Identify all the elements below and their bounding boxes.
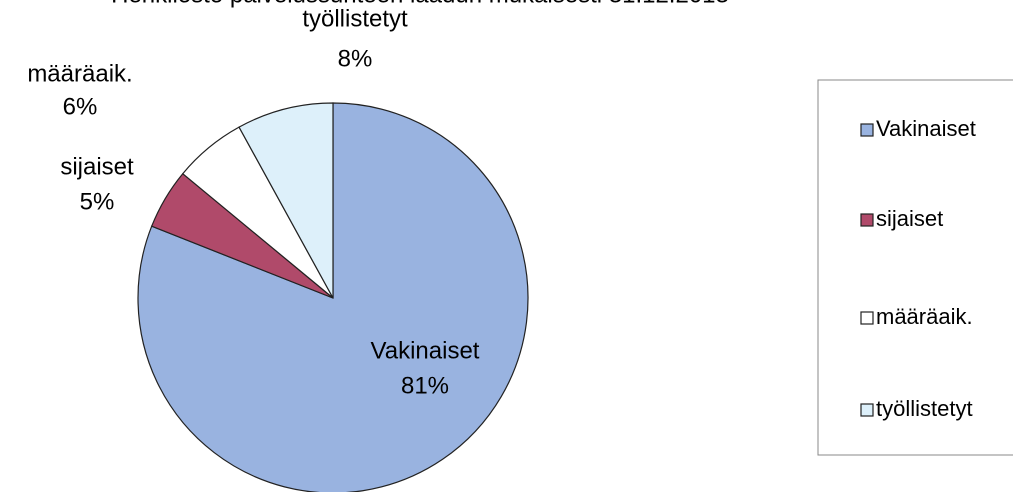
chart-title: Henkilöstö palvelussuhteen laadun mukais… (111, 0, 729, 8)
legend-label: Vakinaiset (876, 116, 976, 141)
pie (137, 102, 529, 492)
slice-value-label: 81% (401, 372, 449, 399)
slice-label: sijaiset (60, 153, 134, 180)
legend-swatch (860, 213, 874, 227)
legend: Vakinaiset sijaiset määräaik. työllistetyt (860, 116, 976, 421)
pie-slice (238, 102, 334, 299)
legend-swatch (860, 123, 874, 137)
legend-swatch (860, 311, 874, 325)
slice-label: Vakinaiset (371, 337, 480, 364)
legend-swatch (860, 403, 874, 417)
slice-value-label: 5% (80, 188, 115, 215)
slice-value-label: 6% (63, 93, 98, 120)
slice-label: työllistetyt (302, 5, 408, 32)
legend-label: määräaik. (876, 304, 973, 329)
legend-label: sijaiset (876, 206, 943, 231)
legend-label: työllistetyt (876, 396, 973, 421)
slice-label: määräaik. (27, 60, 132, 87)
legend-box (817, 79, 1013, 456)
pie-slice (137, 102, 529, 492)
labels: Vakinaiset 81% sijaiset 5% määräaik. 6% työlli… (27, 5, 479, 399)
slice-value-label: 8% (338, 45, 373, 72)
